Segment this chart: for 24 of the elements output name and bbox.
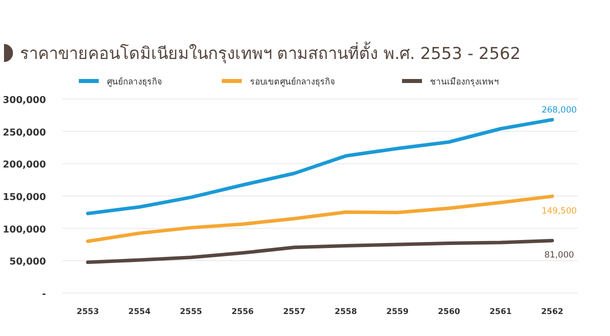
x-tick-label: 2559: [386, 307, 409, 316]
y-tick-label: 100,000: [2, 224, 46, 236]
x-tick-label: 2557: [283, 307, 306, 316]
y-tick-label: 150,000: [2, 192, 46, 203]
chart-title: ราคาขายคอนโดมิเนียมในกรุงเทพฯ ตามสถานที่ตั้ง พ.ศ. 2553 - 2562: [20, 41, 521, 64]
x-tick-label: 2558: [334, 307, 358, 316]
legend-label: ศูนย์กลางธุรกิจ: [106, 76, 162, 88]
x-tick-label: 2560: [438, 307, 461, 316]
data-label: 81,000: [544, 250, 574, 261]
y-tick-label: 250,000: [2, 127, 46, 138]
x-tick-label: 2553: [76, 307, 99, 316]
y-tick-label: -: [42, 289, 46, 300]
x-tick-label: 2555: [180, 307, 203, 316]
x-tick-label: 2561: [489, 307, 512, 316]
x-tick-label: 2554: [128, 307, 151, 316]
x-tick-label: 2562: [541, 307, 564, 316]
y-tick-label: 200,000: [2, 160, 46, 171]
y-tick-label: 50,000: [9, 256, 46, 268]
data-label: 268,000: [542, 106, 577, 116]
legend-label: ชานเมืองกรุงเทพฯ: [430, 76, 499, 88]
legend-label: รอบเขตศูนย์กลางธุรกิจ: [250, 76, 335, 88]
x-tick-label: 2556: [231, 307, 254, 316]
data-label: 149,500: [542, 206, 577, 216]
y-tick-label: 300,000: [2, 95, 46, 106]
